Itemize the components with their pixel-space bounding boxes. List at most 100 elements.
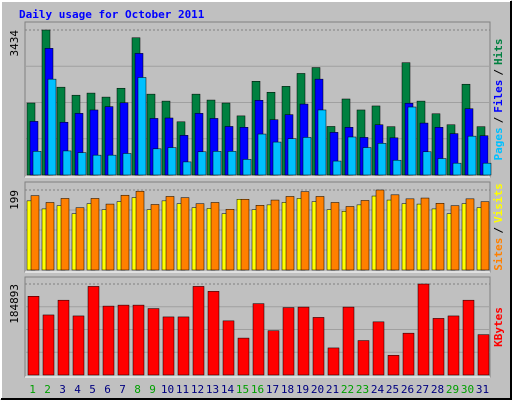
bar — [405, 198, 415, 271]
legend-entry: Visits — [492, 183, 505, 223]
bar — [60, 198, 70, 271]
bar — [237, 337, 250, 376]
bar — [45, 202, 55, 271]
x-tick-label: 26 — [401, 383, 414, 396]
bar — [482, 162, 492, 176]
legend-entry: Hits — [492, 39, 505, 66]
bar — [177, 316, 190, 376]
y-tick-label: 184893 — [8, 284, 21, 324]
bar — [327, 347, 340, 376]
bar — [465, 198, 475, 271]
bar — [227, 151, 237, 176]
bar — [315, 196, 325, 271]
bar — [180, 197, 190, 271]
bar — [375, 189, 385, 271]
bar — [162, 316, 175, 376]
x-tick-label: 25 — [386, 383, 399, 396]
bar — [302, 137, 312, 176]
bar — [117, 304, 130, 376]
bar — [107, 154, 117, 176]
bar — [437, 158, 447, 176]
x-tick-label: 23 — [356, 383, 369, 396]
x-tick-label: 13 — [206, 383, 219, 396]
bar — [42, 314, 55, 376]
legend-entry: Files — [492, 80, 505, 113]
bar — [342, 306, 355, 376]
x-tick-label: 24 — [371, 383, 385, 396]
bar — [192, 286, 205, 376]
bar — [452, 162, 462, 176]
bar — [392, 159, 402, 176]
bar — [132, 304, 145, 376]
bar — [122, 153, 132, 176]
legend-entry: Pages — [492, 127, 505, 160]
bar — [432, 318, 445, 376]
x-tick-label: 11 — [176, 383, 189, 396]
bar — [152, 148, 162, 176]
bar — [480, 201, 490, 271]
bar — [30, 195, 40, 271]
bar — [120, 194, 130, 271]
bar — [150, 204, 160, 271]
bar — [92, 154, 102, 176]
x-tick-label: 20 — [311, 383, 324, 396]
x-tick-label: 17 — [266, 383, 279, 396]
bar — [390, 194, 400, 271]
bar — [285, 196, 295, 271]
legend: Sites / Visits — [492, 183, 505, 271]
bar — [255, 205, 265, 271]
bar — [207, 291, 220, 376]
legend: KBytes — [492, 307, 505, 347]
y-tick-label: 3434 — [8, 30, 21, 57]
bar — [377, 143, 387, 176]
bar — [77, 152, 87, 176]
x-tick-label: 16 — [251, 383, 264, 396]
bar — [447, 315, 460, 376]
x-tick-label: 30 — [461, 383, 474, 396]
bar — [387, 355, 400, 376]
legend-separator: / — [492, 227, 505, 234]
bar — [75, 207, 85, 271]
x-tick-label: 5 — [89, 383, 96, 396]
x-tick-label: 9 — [149, 383, 156, 396]
bar — [345, 206, 355, 271]
bar — [347, 136, 357, 176]
bar — [282, 307, 295, 376]
x-tick-label: 22 — [341, 383, 354, 396]
bar — [435, 203, 445, 271]
bar — [135, 190, 145, 271]
bar — [360, 200, 370, 271]
x-tick-label: 3 — [59, 383, 66, 396]
bar — [407, 106, 417, 176]
bar — [242, 159, 252, 176]
bar — [270, 199, 280, 271]
bar — [240, 198, 250, 271]
x-tick-label: 8 — [134, 383, 141, 396]
bar — [462, 299, 475, 376]
x-tick-label: 15 — [236, 383, 249, 396]
bar — [90, 198, 100, 271]
bar — [300, 191, 310, 271]
bar — [225, 209, 235, 271]
bar — [57, 299, 70, 376]
bar — [32, 151, 42, 176]
bar — [272, 141, 282, 176]
bar — [102, 305, 115, 376]
x-tick-label: 18 — [281, 383, 294, 396]
bar — [222, 320, 235, 376]
bar — [210, 202, 220, 271]
bar — [330, 202, 340, 271]
legend-entry: Sites — [492, 238, 505, 271]
bar — [450, 205, 460, 271]
x-tick-label: 28 — [431, 383, 444, 396]
x-tick-label: 6 — [104, 383, 111, 396]
bar — [212, 151, 222, 176]
bar — [362, 147, 372, 176]
x-tick-label: 10 — [161, 383, 174, 396]
x-tick-label: 2 — [44, 383, 51, 396]
bar — [165, 196, 175, 271]
bar — [257, 133, 267, 176]
bar — [312, 317, 325, 376]
